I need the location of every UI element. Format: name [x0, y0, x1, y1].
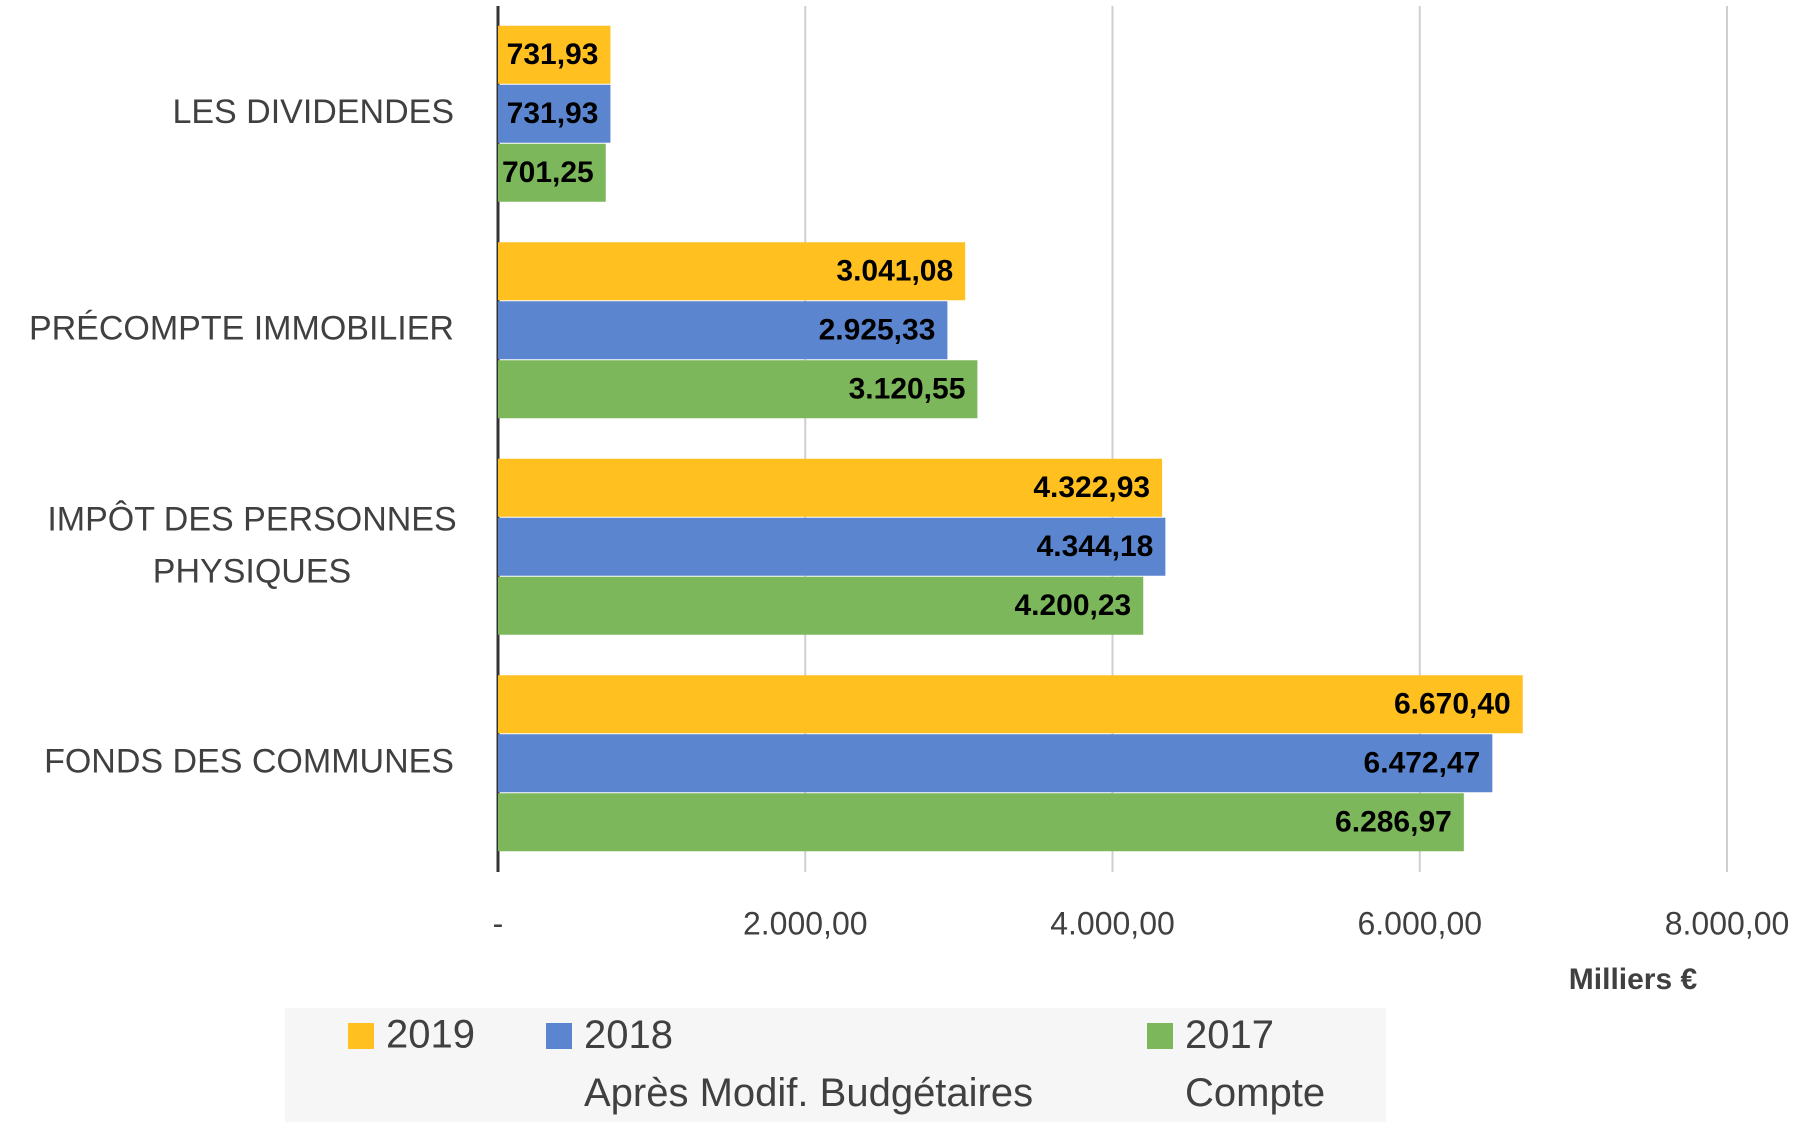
legend-label: 2019	[386, 1013, 475, 1057]
bar	[498, 143, 606, 202]
y-tick-label: FONDS DES COMMUNES	[44, 743, 454, 781]
bar	[498, 360, 978, 419]
data-label: 731,93	[507, 97, 599, 130]
legend-swatch	[546, 1023, 572, 1049]
y-tick-label: PRÉCOMPTE IMMOBILIER	[29, 310, 454, 348]
x-tick-label: 4.000,00	[1050, 905, 1175, 941]
data-label: 731,93	[507, 38, 599, 71]
data-label: 4.322,93	[1033, 471, 1150, 504]
legend-label: 2017 Compte	[1185, 1013, 1325, 1115]
legend-label: 2018 Après Modif. Budgétaires	[584, 1013, 1033, 1115]
x-axis-title: Milliers €	[1569, 963, 1698, 996]
x-tick-label: -	[493, 905, 504, 941]
bar	[498, 25, 611, 84]
data-label: 6.472,47	[1364, 747, 1481, 780]
data-label: 6.286,97	[1335, 806, 1452, 839]
bar	[498, 734, 1493, 793]
bar	[498, 84, 611, 143]
data-label: 6.670,40	[1394, 688, 1511, 721]
data-label: 3.041,08	[836, 255, 953, 288]
data-label: 3.120,55	[849, 373, 966, 406]
bar	[498, 458, 1163, 517]
data-label: 4.200,23	[1014, 589, 1131, 622]
legend-swatch	[1147, 1023, 1173, 1049]
bar	[498, 242, 966, 301]
y-tick-label: IMPÔT DES PERSONNES PHYSIQUES	[47, 500, 456, 590]
bar	[498, 517, 1166, 576]
x-tick-label: 2.000,00	[743, 905, 868, 941]
x-tick-label: 6.000,00	[1357, 905, 1482, 941]
legend-box	[285, 1008, 1386, 1122]
data-label: 4.344,18	[1037, 530, 1154, 563]
bar	[498, 675, 1523, 734]
bar	[498, 301, 948, 360]
data-label: 2.925,33	[819, 314, 936, 347]
bar	[498, 576, 1144, 635]
bar	[498, 793, 1464, 852]
x-tick-label: 8.000,00	[1665, 905, 1790, 941]
legend-swatch	[348, 1023, 374, 1049]
y-tick-label: LES DIVIDENDES	[172, 93, 454, 131]
data-label: 701,25	[502, 156, 594, 189]
